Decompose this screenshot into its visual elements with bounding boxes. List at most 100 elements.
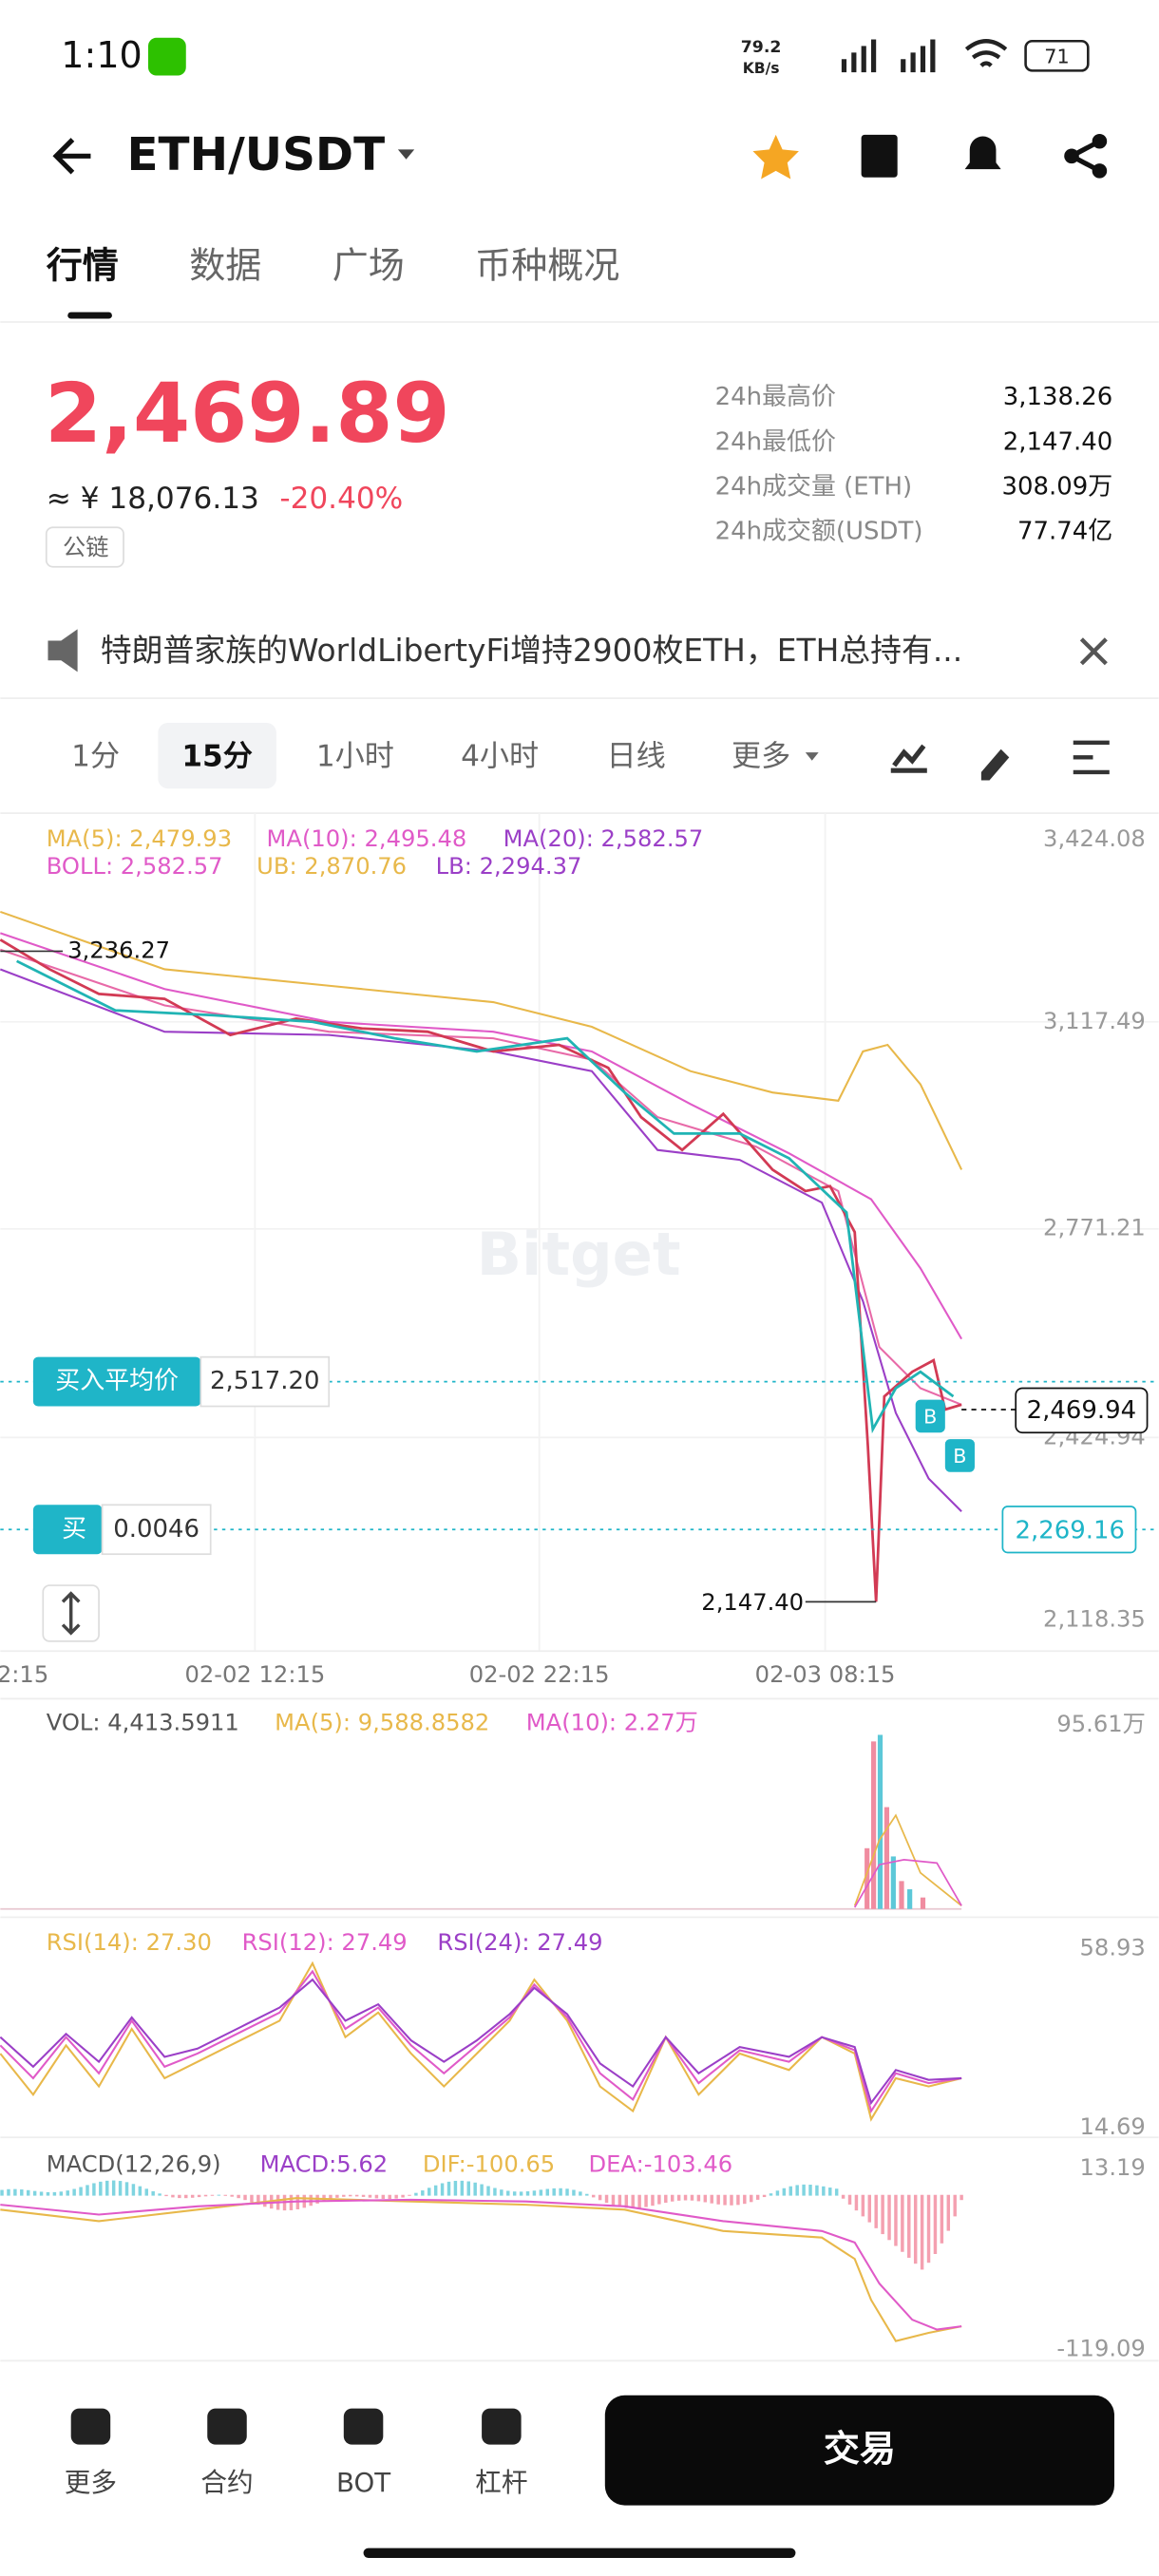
- macd-bar: [769, 2193, 773, 2196]
- nav-icon[interactable]: [70, 2408, 111, 2445]
- macd-bar: [841, 2194, 846, 2199]
- macd-bar: [20, 2189, 24, 2196]
- macd-lines: [0, 2197, 962, 2342]
- pair-dropdown[interactable]: [397, 149, 415, 160]
- avg-buy-label: 买入平均价: [55, 1367, 179, 1395]
- volume-max: 95.61万: [1056, 1711, 1146, 1737]
- macd-bar: [624, 2194, 629, 2208]
- macd-bar: [802, 2184, 806, 2196]
- x-axis: 2:15 02-02 12:15 02-02 22:15 02-03 08:15: [0, 1661, 895, 1688]
- macd-bar: [72, 2188, 76, 2196]
- draw-icon[interactable]: [980, 748, 1010, 781]
- macd-bar: [750, 2194, 753, 2203]
- buy-marker-label: B: [923, 1406, 937, 1429]
- interval[interactable]: 日线: [607, 739, 666, 773]
- volume-bars: [0, 1734, 962, 1910]
- interval[interactable]: 4小时: [461, 739, 539, 773]
- avg-buy-badge: [32, 1356, 201, 1407]
- macd-bar: [111, 2180, 116, 2196]
- macd-bar: [46, 2191, 50, 2196]
- macd-bar: [834, 2188, 839, 2196]
- macd-bar: [335, 2194, 339, 2198]
- x-axis-label: 02-02 22:15: [469, 1661, 610, 1688]
- home-indicator: [363, 2548, 796, 2558]
- macd-bar: [539, 2189, 543, 2196]
- stat-label: 24h最低价: [715, 427, 836, 456]
- status-time: 1:10: [61, 34, 142, 76]
- macd-bar: [730, 2194, 733, 2206]
- macd-bar: [637, 2194, 641, 2208]
- settings-icon[interactable]: [1073, 740, 1110, 775]
- share-icon[interactable]: [1064, 133, 1108, 179]
- pair-title[interactable]: ETH/USDT: [126, 128, 385, 181]
- battery-level: 71: [1044, 46, 1069, 68]
- nav-icon[interactable]: [482, 2408, 522, 2445]
- more-dropdown[interactable]: [805, 752, 819, 761]
- macd-bar: [0, 2189, 4, 2196]
- alert-icon[interactable]: [964, 136, 1001, 170]
- rsi-axis-bottom: 14.69: [1080, 2113, 1146, 2140]
- interval[interactable]: 1分: [71, 739, 120, 773]
- volume-label: VOL: 4,413.5911: [47, 1709, 239, 1735]
- macd-bar: [32, 2190, 37, 2196]
- kline-grid: [0, 813, 1159, 1652]
- macd-bar: [361, 2194, 366, 2197]
- macd-bar: [519, 2191, 523, 2196]
- tab[interactable]: 广场: [332, 244, 405, 286]
- notes-icon[interactable]: [861, 134, 898, 178]
- nav-label[interactable]: 合约: [200, 2467, 253, 2498]
- macd-bar: [690, 2194, 694, 2201]
- macd-bar: [960, 2194, 963, 2201]
- macd-bar: [26, 2189, 30, 2196]
- macd-bar: [354, 2194, 359, 2197]
- trade-button[interactable]: [604, 2395, 1114, 2506]
- tab[interactable]: 币种概况: [475, 244, 619, 286]
- macd-bar: [368, 2194, 372, 2198]
- macd-bar: [664, 2194, 668, 2204]
- macd-label: DIF:-100.65: [423, 2151, 555, 2178]
- macd-bar: [657, 2194, 661, 2205]
- nav-icon[interactable]: [343, 2408, 384, 2445]
- nav-label[interactable]: 更多: [65, 2467, 117, 2498]
- macd-bar: [651, 2194, 655, 2207]
- interval-selected-bg: [158, 723, 276, 789]
- macd-bar: [250, 2194, 254, 2203]
- news-text[interactable]: 特朗普家族的WorldLibertyFi增持2900枚ETH，ETH总持有...: [101, 632, 962, 669]
- high-label: 3,236.27: [67, 937, 170, 963]
- macd-bar: [348, 2194, 352, 2197]
- macd-bar: [795, 2185, 799, 2196]
- macd-bar: [611, 2194, 616, 2206]
- x-axis-label: 2:15: [0, 1661, 48, 1688]
- interval[interactable]: 1小时: [316, 739, 394, 773]
- macd-bar: [217, 2194, 221, 2196]
- interval[interactable]: 更多: [732, 739, 790, 773]
- macd-bar: [881, 2194, 884, 2235]
- macd-bar: [913, 2194, 918, 2264]
- macd-bar: [39, 2191, 44, 2196]
- tab[interactable]: 数据: [189, 244, 261, 286]
- news-close[interactable]: [1079, 637, 1108, 666]
- macd-axis-top: 13.19: [1080, 2154, 1146, 2181]
- interval[interactable]: 15分: [181, 739, 252, 773]
- nav-label[interactable]: 杠杆: [475, 2467, 527, 2498]
- macd-bar: [421, 2190, 425, 2196]
- boll-label: UB: 2,870.76: [256, 853, 407, 880]
- macd-bar: [670, 2194, 674, 2202]
- nav-label[interactable]: BOT: [336, 2467, 390, 2498]
- tab[interactable]: 行情: [47, 244, 119, 286]
- wechat-icon: [147, 37, 186, 76]
- back-button[interactable]: [52, 138, 91, 175]
- macd-bar: [854, 2194, 859, 2211]
- macd-label: MACD(12,26,9): [47, 2151, 221, 2178]
- favorite-star[interactable]: [752, 134, 799, 180]
- nav-icon[interactable]: [207, 2408, 247, 2445]
- macd-bar: [433, 2185, 438, 2196]
- macd-bar: [401, 2194, 405, 2198]
- macd-bar: [408, 2194, 411, 2196]
- macd-bar: [874, 2194, 878, 2228]
- order-side-badge[interactable]: [32, 1505, 103, 1555]
- chart-type-icon[interactable]: [890, 744, 927, 773]
- macd-bar: [710, 2194, 713, 2204]
- macd-bar: [926, 2194, 931, 2263]
